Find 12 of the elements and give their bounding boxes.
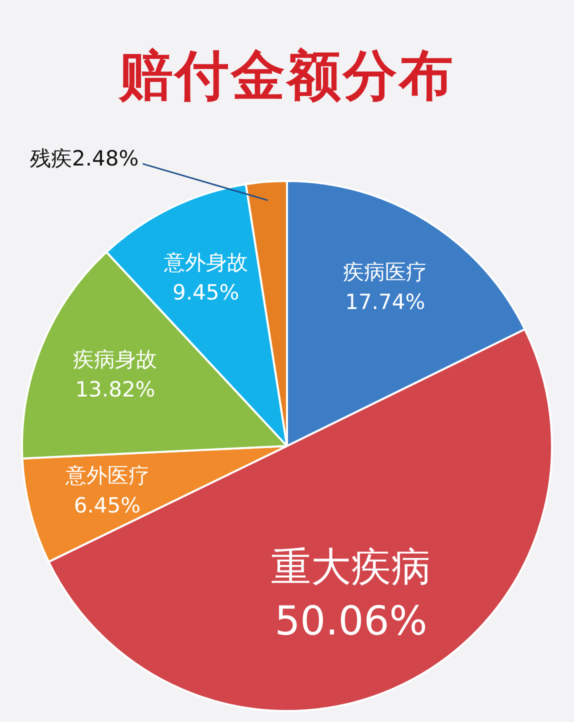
slice-label: 残疾2.48% xyxy=(30,146,139,170)
slice-label: 意外身故 xyxy=(162,250,248,275)
slice-label: 重大疾病 xyxy=(270,544,431,590)
data-label: 17.74% xyxy=(345,290,426,314)
data-label: 50.06% xyxy=(274,598,428,644)
chart-title: 赔付金额分布 xyxy=(117,43,456,109)
slice-label: 疾病身故 xyxy=(73,347,158,372)
data-label: 6.45% xyxy=(74,493,141,518)
data-label: 9.45% xyxy=(172,280,240,305)
slice-label: 意外医疗 xyxy=(64,463,150,488)
data-label: 13.82% xyxy=(75,377,156,402)
slice-label: 疾病医疗 xyxy=(343,260,428,284)
